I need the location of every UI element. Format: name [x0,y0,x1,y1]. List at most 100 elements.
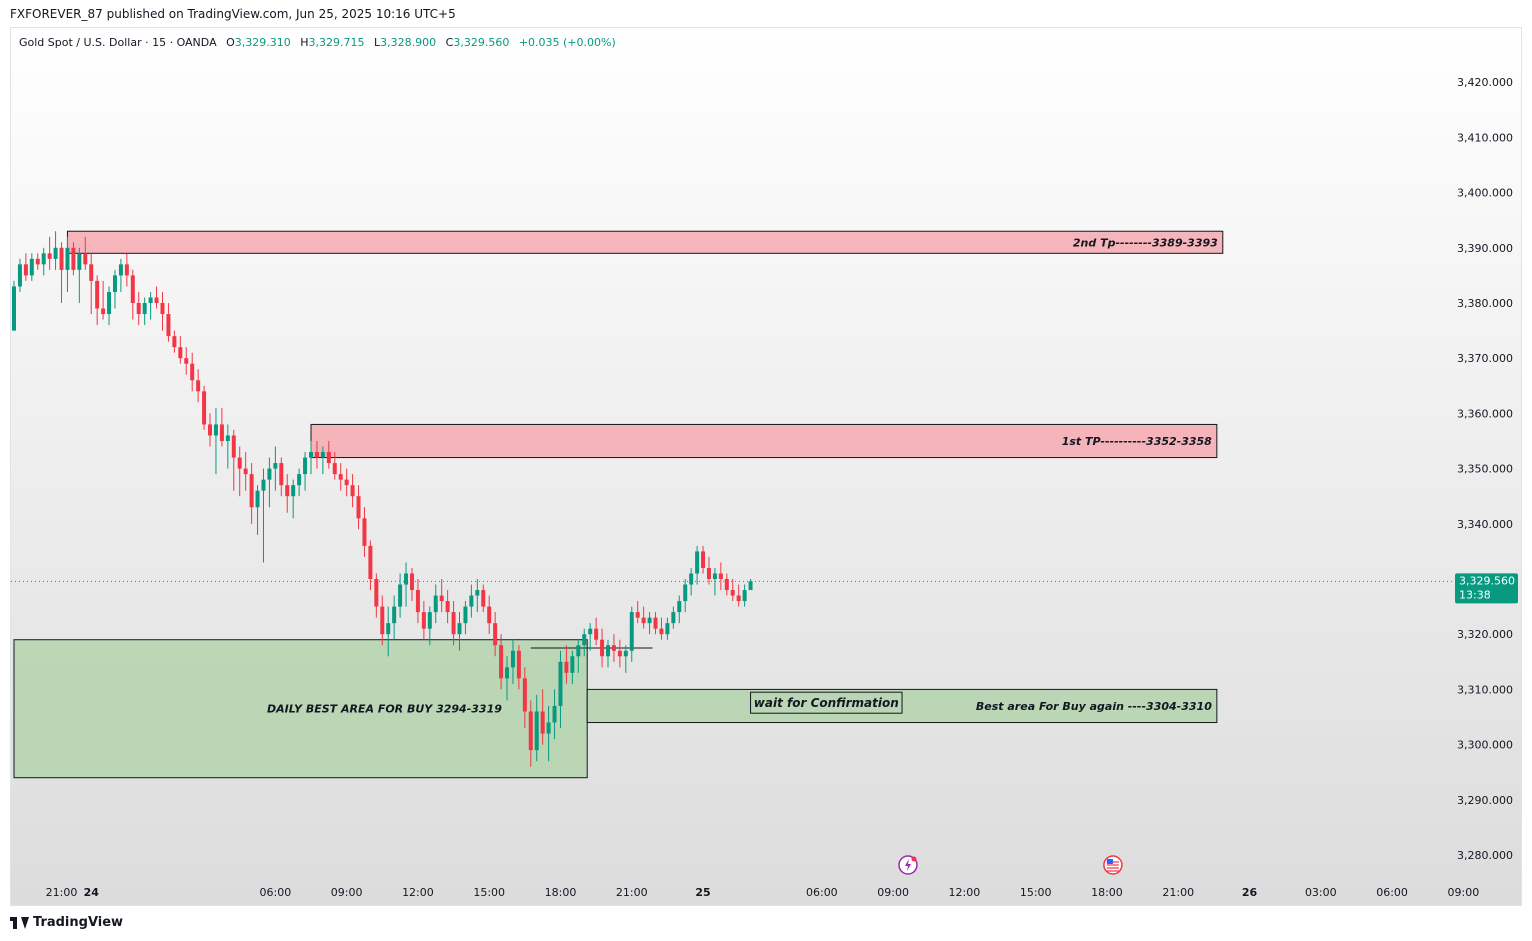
candle-body [671,612,676,624]
close-label: C [445,36,454,49]
candle-body [297,474,302,486]
price-tick-label: 3,380.000 [1457,297,1513,310]
candle-body [190,363,195,381]
time-tick-label: 18:00 [545,886,577,899]
candle-body [582,634,587,646]
tp-zone-1[interactable] [310,423,1218,459]
candle-body [510,650,515,668]
candle-body [71,247,76,270]
price-chart[interactable]: 2nd Tp--------3389-3393 1st TP----------3… [11,28,1522,906]
candle-body [463,606,468,624]
tradingview-logo[interactable]: TradingView [10,915,123,930]
candle-body [748,581,753,591]
candle-body [724,579,729,591]
candle-body [736,595,741,602]
time-tick-label: 15:00 [1020,886,1052,899]
candle-body [457,623,462,635]
candle-body [368,545,373,579]
candle-body [255,490,260,508]
candle-body [213,424,218,436]
price-tick-label: 3,390.000 [1457,242,1513,255]
price-tick-label: 3,420.000 [1457,76,1513,89]
candle-body [202,391,207,425]
candle-body [475,590,480,596]
lightning-glyph [904,859,911,871]
price-tick-label: 3,410.000 [1457,131,1513,144]
open-label: O [226,36,235,49]
tradingview-logo-icon [10,916,29,929]
candle-body [552,705,557,723]
candle-body [332,463,337,475]
annotation-box[interactable] [750,691,903,714]
candle-body [231,435,236,458]
candle-body [208,424,213,436]
candle-body [487,606,492,624]
candle-body [249,474,254,508]
candle-body [505,667,510,679]
candle-body [95,280,100,309]
candle-body [558,661,563,706]
time-tick-label: 25 [695,886,710,899]
candle-body [136,303,141,315]
candle-body [695,551,700,574]
candle-body [683,584,688,602]
candle-body [629,612,634,651]
open-value: 3,329.310 [234,36,291,49]
candle-body [576,645,581,657]
candle-body [118,264,123,276]
candle-body [29,258,34,276]
time-tick-label: 06:00 [806,886,838,899]
candle-body [53,247,58,259]
price-tick-label: 3,350.000 [1457,463,1513,476]
candle-body [23,264,28,276]
candle-body [712,573,717,579]
candle-body [588,628,593,635]
zone-label: 2nd Tp--------3389-3393 [1073,236,1218,249]
candle-body [12,286,16,331]
zone-label: 1st TP----------3352-3358 [1062,435,1212,448]
price-tick-label: 3,310.000 [1457,683,1513,696]
candle-body [386,623,391,635]
publisher-credit: FXFOREVER_87 published on TradingView.co… [10,7,456,21]
candle-body [665,623,670,635]
time-tick-label: 21:00 [46,886,78,899]
candle-body [594,628,599,640]
candle-body [160,303,165,315]
candle-body [101,308,106,315]
candle-body [267,468,272,480]
price-tick-label: 3,340.000 [1457,518,1513,531]
candle-body [291,485,296,497]
candle-body [285,485,290,497]
time-tick-label: 09:00 [1448,886,1480,899]
time-tick-label: 15:00 [473,886,505,899]
candle-body [178,347,183,359]
annotation-label: wait for Confirmation [754,696,899,710]
low-value: 3,328.900 [380,36,437,49]
candle-body [350,485,355,497]
candle-body [35,258,40,265]
zone-label: DAILY BEST AREA FOR BUY 3294-3319 [267,703,502,716]
candle-body [522,678,527,712]
candle-body [124,264,129,276]
price-tick-label: 3,320.000 [1457,628,1513,641]
chart-panel[interactable]: 2nd Tp--------3389-3393 1st TP----------3… [10,27,1522,906]
zone-label: Best area For Buy again ----3304-3310 [976,700,1212,713]
candle-body [742,590,747,602]
tp-zone-0[interactable] [66,230,1224,254]
price-tick-label: 3,300.000 [1457,739,1513,752]
candle-body [273,463,278,469]
candle-body [528,711,533,751]
last-price-label: 3,329.560 [1459,574,1515,587]
candle-body [356,496,361,519]
candle-body [338,474,343,480]
tradingview-brand: TradingView [33,915,124,930]
candle-body [107,291,112,315]
buy-zone-2[interactable] [13,639,588,779]
candle-body [243,468,248,475]
candle-body [647,617,652,624]
candle-body [184,358,189,364]
high-value: 3,329.715 [308,36,365,49]
candle-body [427,612,432,629]
candle-body [701,551,706,568]
candle-body [409,573,414,591]
